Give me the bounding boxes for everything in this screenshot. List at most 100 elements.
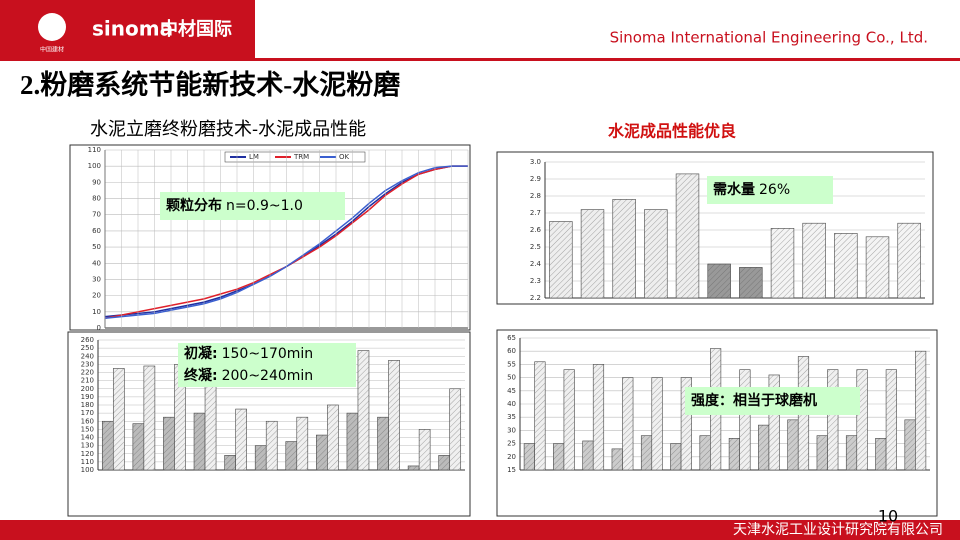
y-tick-label: 190 [81,393,94,401]
y-tick-label: 170 [81,409,94,417]
annotation-text: 150~170min [222,346,314,362]
bar-pattern [285,441,297,470]
annotation-box [160,192,345,220]
bar-pattern [641,435,652,470]
bar-pattern [676,173,699,298]
y-tick-label: 2.3 [530,277,541,285]
y-tick-label: 90 [92,178,101,186]
y-tick-label: 130 [81,442,94,450]
y-tick-label: 140 [81,434,94,442]
company: Sinoma International Engineering Co., Lt… [610,29,928,47]
bar-pattern [163,417,175,470]
legend-label: LM [249,153,259,161]
bar-pattern [771,228,794,298]
bar-pattern [834,233,858,298]
bar-pattern [681,377,692,470]
bar-pattern [866,236,889,298]
bar-pattern [827,369,839,470]
bar-pattern [707,264,731,298]
legend-label: OK [339,153,350,161]
bar-pattern [113,368,125,470]
y-tick-label: 2.4 [530,260,542,268]
bar-pattern [255,445,267,470]
annotation-box [178,343,356,365]
bar-pattern [699,435,711,470]
y-tick-label: 250 [81,344,94,352]
y-tick-label: 220 [81,369,94,377]
header-rule [0,58,960,61]
annotation: 终凝: 200~240min [184,367,313,384]
y-tick-label: 100 [88,162,101,170]
logo-icon [38,13,66,41]
bar-pattern [816,435,828,470]
y-tick-label: 30 [507,426,516,434]
annotation: 强度：相当于球磨机 [691,392,817,409]
bar-pattern [235,409,247,470]
y-tick-label: 150 [81,425,94,433]
y-tick-label: 40 [92,259,101,267]
bar-pattern [856,369,868,470]
bar-pattern [787,419,799,470]
bar-pattern [194,413,206,470]
y-tick-label: 20 [92,292,101,300]
annotation-box [178,365,356,387]
y-tick-label: 210 [81,377,94,385]
bar-pattern [205,368,217,470]
annotation: 初凝: 150~170min [184,345,313,362]
y-tick-label: 100 [81,466,94,474]
y-tick-label: 200 [81,385,94,393]
bar-pattern [897,223,921,298]
bar-pattern [670,443,682,470]
logo-en: sinoma [92,17,173,41]
y-tick-label: 260 [81,336,94,344]
bar-pattern [357,350,369,470]
highlight: 水泥成品性能优良 [608,122,736,141]
annotation-box [685,387,860,415]
bar-pattern [419,429,431,470]
bar-pattern [524,443,535,470]
bar-pattern [758,425,769,470]
bar-pattern [438,455,450,470]
y-tick-label: 230 [81,360,94,368]
y-tick-label: 110 [81,458,94,466]
y-tick-label: 50 [92,243,101,251]
annotation: 颗粒分布 n=0.9~1.0 [166,197,303,214]
bar-pattern [729,438,740,470]
legend-frame [224,151,366,163]
y-tick-label: 60 [92,227,101,235]
bar-pattern [327,405,339,470]
bar-pattern [581,209,604,298]
y-tick-label: 40 [507,400,516,408]
bar-pattern [224,455,236,470]
bar-pattern [915,351,926,470]
annotation-label: 颗粒分布 [166,197,222,214]
y-tick-label: 2.8 [530,192,541,200]
bar-pattern [612,199,636,298]
y-tick-label: 160 [81,417,94,425]
bar-pattern [346,413,358,470]
y-tick-label: 2.2 [530,294,541,302]
bar-pattern [143,366,155,470]
bar-pattern [886,369,897,470]
bar-pattern [582,440,594,470]
bar-pattern [132,423,144,470]
y-tick-label: 110 [88,146,101,154]
bar-pattern [802,223,826,298]
y-tick-label: 65 [507,334,516,342]
subtitle: 水泥立磨终粉磨技术-水泥成品性能 [90,119,366,140]
footer-band [0,520,960,540]
bar-pattern [593,364,604,470]
bar-pattern [846,435,857,470]
bar-pattern [408,465,420,470]
bar-pattern [296,417,308,470]
logo-small: 中国建材 [40,46,64,54]
page-number: 10 [878,507,898,526]
y-tick-label: 35 [507,413,516,421]
annotation-text: 26% [759,182,790,198]
bar-pattern [904,419,916,470]
y-tick-label: 2.5 [530,243,541,251]
bar-pattern [739,267,763,298]
y-tick-label: 60 [507,347,516,355]
y-tick-label: 30 [92,275,101,283]
y-tick-label: 55 [507,360,516,368]
